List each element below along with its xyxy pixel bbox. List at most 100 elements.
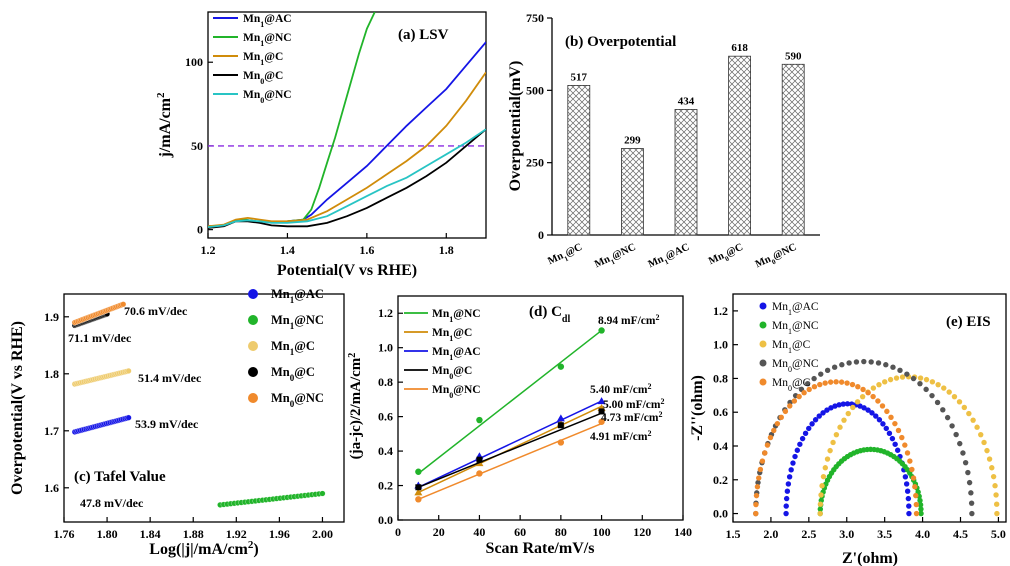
eis-point [880, 421, 886, 427]
cdl-fit-line [418, 422, 602, 501]
tafel-xtick-label: 1.96 [269, 527, 290, 541]
cdl-point [598, 418, 605, 425]
eis-point [757, 466, 764, 473]
cdl-annotation: 4.91 mF/cm2 [590, 429, 651, 444]
eis-point [786, 474, 793, 480]
eis-point [806, 425, 812, 432]
cdl-xtick-label: 40 [473, 525, 485, 539]
cdl-ytick-label: 0.2 [378, 479, 393, 493]
eis-point [853, 359, 860, 365]
eis-point [824, 367, 831, 374]
cdl-point [415, 484, 422, 491]
tafel-annotation: 47.8 mV/dec [80, 496, 144, 510]
eis-point [956, 399, 963, 405]
eis-ytick-label: 0.4 [713, 439, 728, 453]
tafel-legend-marker [248, 341, 258, 351]
cdl-ytick-label: 0.0 [378, 513, 393, 527]
eis-point [869, 410, 875, 416]
eis-point [883, 362, 889, 368]
cdl-legend-label: Mn0@C [432, 365, 472, 381]
eis-xtick-label: 4.5 [953, 527, 968, 541]
cdl-series [415, 408, 605, 491]
eis-point [818, 492, 824, 498]
eis-point [865, 407, 871, 413]
eis-point [917, 497, 923, 504]
cdl-legend-label: Mn1@C [432, 327, 472, 343]
eis-point [923, 386, 929, 393]
eis-point [893, 375, 900, 381]
eis-xtick-label: 3.0 [839, 527, 854, 541]
eis-point [783, 503, 789, 509]
eis-point [837, 424, 843, 430]
eis-point [836, 402, 842, 408]
eis-point [774, 420, 781, 427]
eis-point [846, 360, 852, 366]
cdl-xtick-label: 60 [514, 525, 526, 539]
eis-point [895, 427, 902, 434]
eis-point [860, 386, 866, 393]
cdl-title: (d) Cdl [529, 304, 570, 325]
eis-series [817, 374, 1000, 517]
eis-point [797, 441, 803, 447]
eis-point [957, 440, 963, 447]
lsv-legend-label: Mn1@NC [243, 32, 292, 48]
eis-point [990, 473, 997, 480]
eis-point [923, 376, 930, 383]
eis-point [889, 435, 896, 442]
eis-point [899, 434, 905, 441]
tafel-legend-marker [248, 315, 258, 325]
tafel-series [71, 301, 127, 326]
eis-point [918, 510, 924, 517]
cdl-frame [397, 295, 684, 521]
lsv-series-line [208, 12, 376, 228]
eis-point [907, 458, 913, 464]
cdl-fit-line [418, 400, 602, 488]
eis-point [756, 475, 762, 481]
eis-point [876, 381, 882, 388]
cdl-point [415, 468, 422, 475]
eis-point [859, 393, 866, 400]
cdl-point [414, 488, 423, 496]
eis-point [788, 467, 794, 473]
cdl-series [415, 418, 605, 503]
eis-point [839, 362, 845, 368]
cdl-annotation: 5.00 mF/cm2 [603, 397, 664, 412]
lsv-xtick-label: 1.4 [280, 243, 295, 257]
eis-point [784, 488, 791, 494]
eis-point [841, 417, 847, 423]
lsv-xtick-label: 1.6 [359, 243, 374, 257]
lsv-series-line [208, 71, 486, 228]
eis-xtick-label: 5.0 [991, 527, 1006, 541]
cdl-xtick-label: 20 [433, 525, 445, 539]
cdl-legend-label: Mn1@AC [432, 346, 481, 362]
eis-point [755, 479, 761, 486]
eis-legend-marker [759, 321, 767, 329]
eis-point [929, 392, 935, 399]
eis-xtick-label: 3.5 [877, 527, 892, 541]
tafel-point [120, 301, 127, 308]
eis-point [870, 393, 876, 400]
cdl-point [557, 422, 564, 429]
tafel-xlabel: Log(|j|/mA/cm2) [149, 539, 258, 558]
eis-point [978, 431, 984, 438]
lsv-xtick-label: 1.2 [201, 243, 216, 257]
tafel-annotation: 70.6 mV/dec [124, 304, 188, 318]
eis-point [981, 439, 987, 446]
overpotential-value-label: 618 [731, 42, 748, 54]
tafel-series [71, 368, 132, 388]
eis-ytick-label: 0.8 [713, 371, 728, 385]
cdl-point [557, 439, 565, 446]
eis-point [966, 479, 973, 486]
eis-xlabel: Z'(ohm) [842, 550, 898, 566]
eis-ytick-label: 0.6 [713, 405, 728, 419]
eis-point [785, 481, 792, 487]
cdl-ytick-label: 0.6 [378, 410, 393, 424]
tafel-xtick-label: 1.80 [97, 527, 118, 541]
eis-xtick-label: 2.5 [801, 527, 816, 541]
eis-point [887, 376, 894, 383]
eis-point [946, 389, 952, 395]
tafel-xtick-label: 1.92 [226, 527, 247, 541]
eis-point [935, 381, 941, 388]
eis-point [894, 447, 901, 453]
tafel-legend-label: Mn0@C [271, 365, 315, 383]
